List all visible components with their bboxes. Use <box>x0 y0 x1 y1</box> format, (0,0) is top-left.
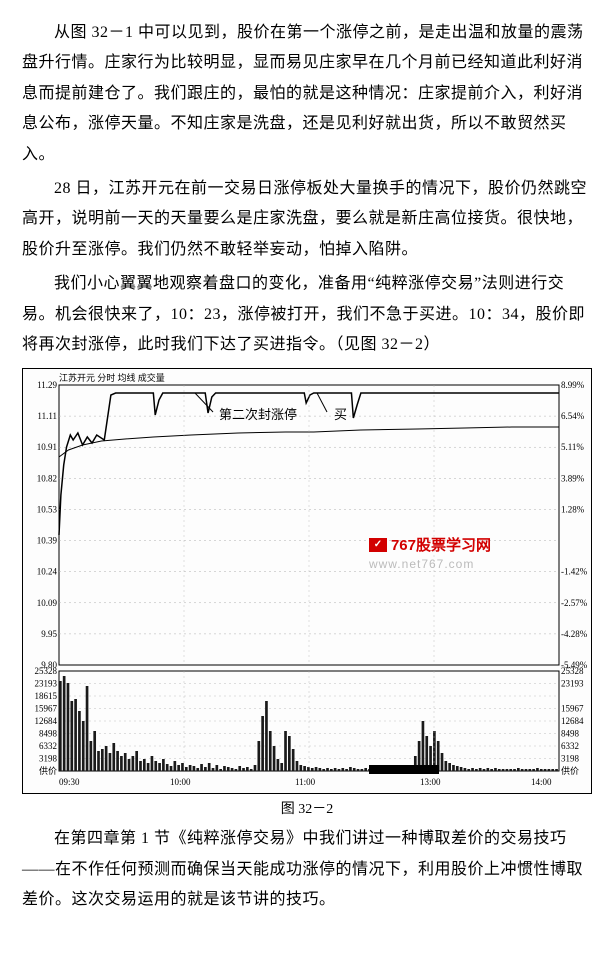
svg-text:8.99%: 8.99% <box>561 380 585 390</box>
svg-text:3198: 3198 <box>561 754 580 764</box>
svg-text:第二次封涨停: 第二次封涨停 <box>219 407 297 422</box>
svg-text:6332: 6332 <box>561 741 579 751</box>
svg-text:10.09: 10.09 <box>37 598 58 608</box>
paragraph-2: 28 日，江苏开元在前一交易日涨停板处大量换手的情况下，股价仍然跳空高开，说明前… <box>22 174 592 265</box>
svg-text:买: 买 <box>334 407 347 422</box>
paragraph-4: 在第四章第 1 节《纯粹涨停交易》中我们讲过一种博取差价的交易技巧——在不作任何… <box>22 824 592 915</box>
svg-text:18615: 18615 <box>35 691 58 701</box>
svg-text:10.91: 10.91 <box>37 443 57 453</box>
svg-text:6332: 6332 <box>39 741 57 751</box>
svg-text:-4.28%: -4.28% <box>561 629 588 639</box>
svg-text:-1.42%: -1.42% <box>561 567 588 577</box>
svg-text:13:00: 13:00 <box>420 777 441 787</box>
svg-text:10.82: 10.82 <box>37 474 57 484</box>
svg-text:11.29: 11.29 <box>37 380 57 390</box>
svg-text:23193: 23193 <box>561 679 584 689</box>
svg-text:11.11: 11.11 <box>37 411 57 421</box>
svg-text:14:00: 14:00 <box>531 777 552 787</box>
svg-text:8498: 8498 <box>561 729 580 739</box>
svg-text:09:30: 09:30 <box>59 777 80 787</box>
svg-text:江苏开元 分时 均线 成交量: 江苏开元 分时 均线 成交量 <box>59 372 165 383</box>
svg-text:10.53: 10.53 <box>37 505 58 515</box>
svg-text:8498: 8498 <box>39 729 58 739</box>
svg-text:3.89%: 3.89% <box>561 474 585 484</box>
paragraph-1: 从图 32－1 中可以见到，股价在第一个涨停之前，是走出温和放量的震荡盘升行情。… <box>22 18 592 170</box>
svg-text:10.24: 10.24 <box>37 567 58 577</box>
svg-text:25328: 25328 <box>561 666 584 676</box>
svg-text:供价: 供价 <box>561 765 579 776</box>
svg-text:5.11%: 5.11% <box>561 443 584 453</box>
figure-caption: 图 32－2 <box>22 798 592 818</box>
svg-text:1.28%: 1.28% <box>561 505 585 515</box>
figure-32-2: 江苏开元 分时 均线 成交量11.29 8.99% 11.11 6.54% 10.91 5… <box>22 368 592 794</box>
svg-text:10:00: 10:00 <box>170 777 191 787</box>
svg-text:供价: 供价 <box>39 765 57 776</box>
svg-text:11:00: 11:00 <box>295 777 316 787</box>
svg-text:3198: 3198 <box>39 754 58 764</box>
svg-text:12684: 12684 <box>35 716 58 726</box>
svg-text:15967: 15967 <box>561 704 584 714</box>
svg-text:12684: 12684 <box>561 716 584 726</box>
svg-text:25328: 25328 <box>35 666 58 676</box>
paragraph-3: 我们小心翼翼地观察着盘口的变化，准备用“纯粹涨停交易”法则进行交易。机会很快来了… <box>22 269 592 360</box>
svg-text:15967: 15967 <box>35 704 58 714</box>
svg-text:9.95: 9.95 <box>41 629 57 639</box>
svg-text:-2.57%: -2.57% <box>561 598 588 608</box>
svg-text:6.54%: 6.54% <box>561 411 585 421</box>
svg-text:23193: 23193 <box>35 679 58 689</box>
svg-text:10.39: 10.39 <box>37 536 58 546</box>
